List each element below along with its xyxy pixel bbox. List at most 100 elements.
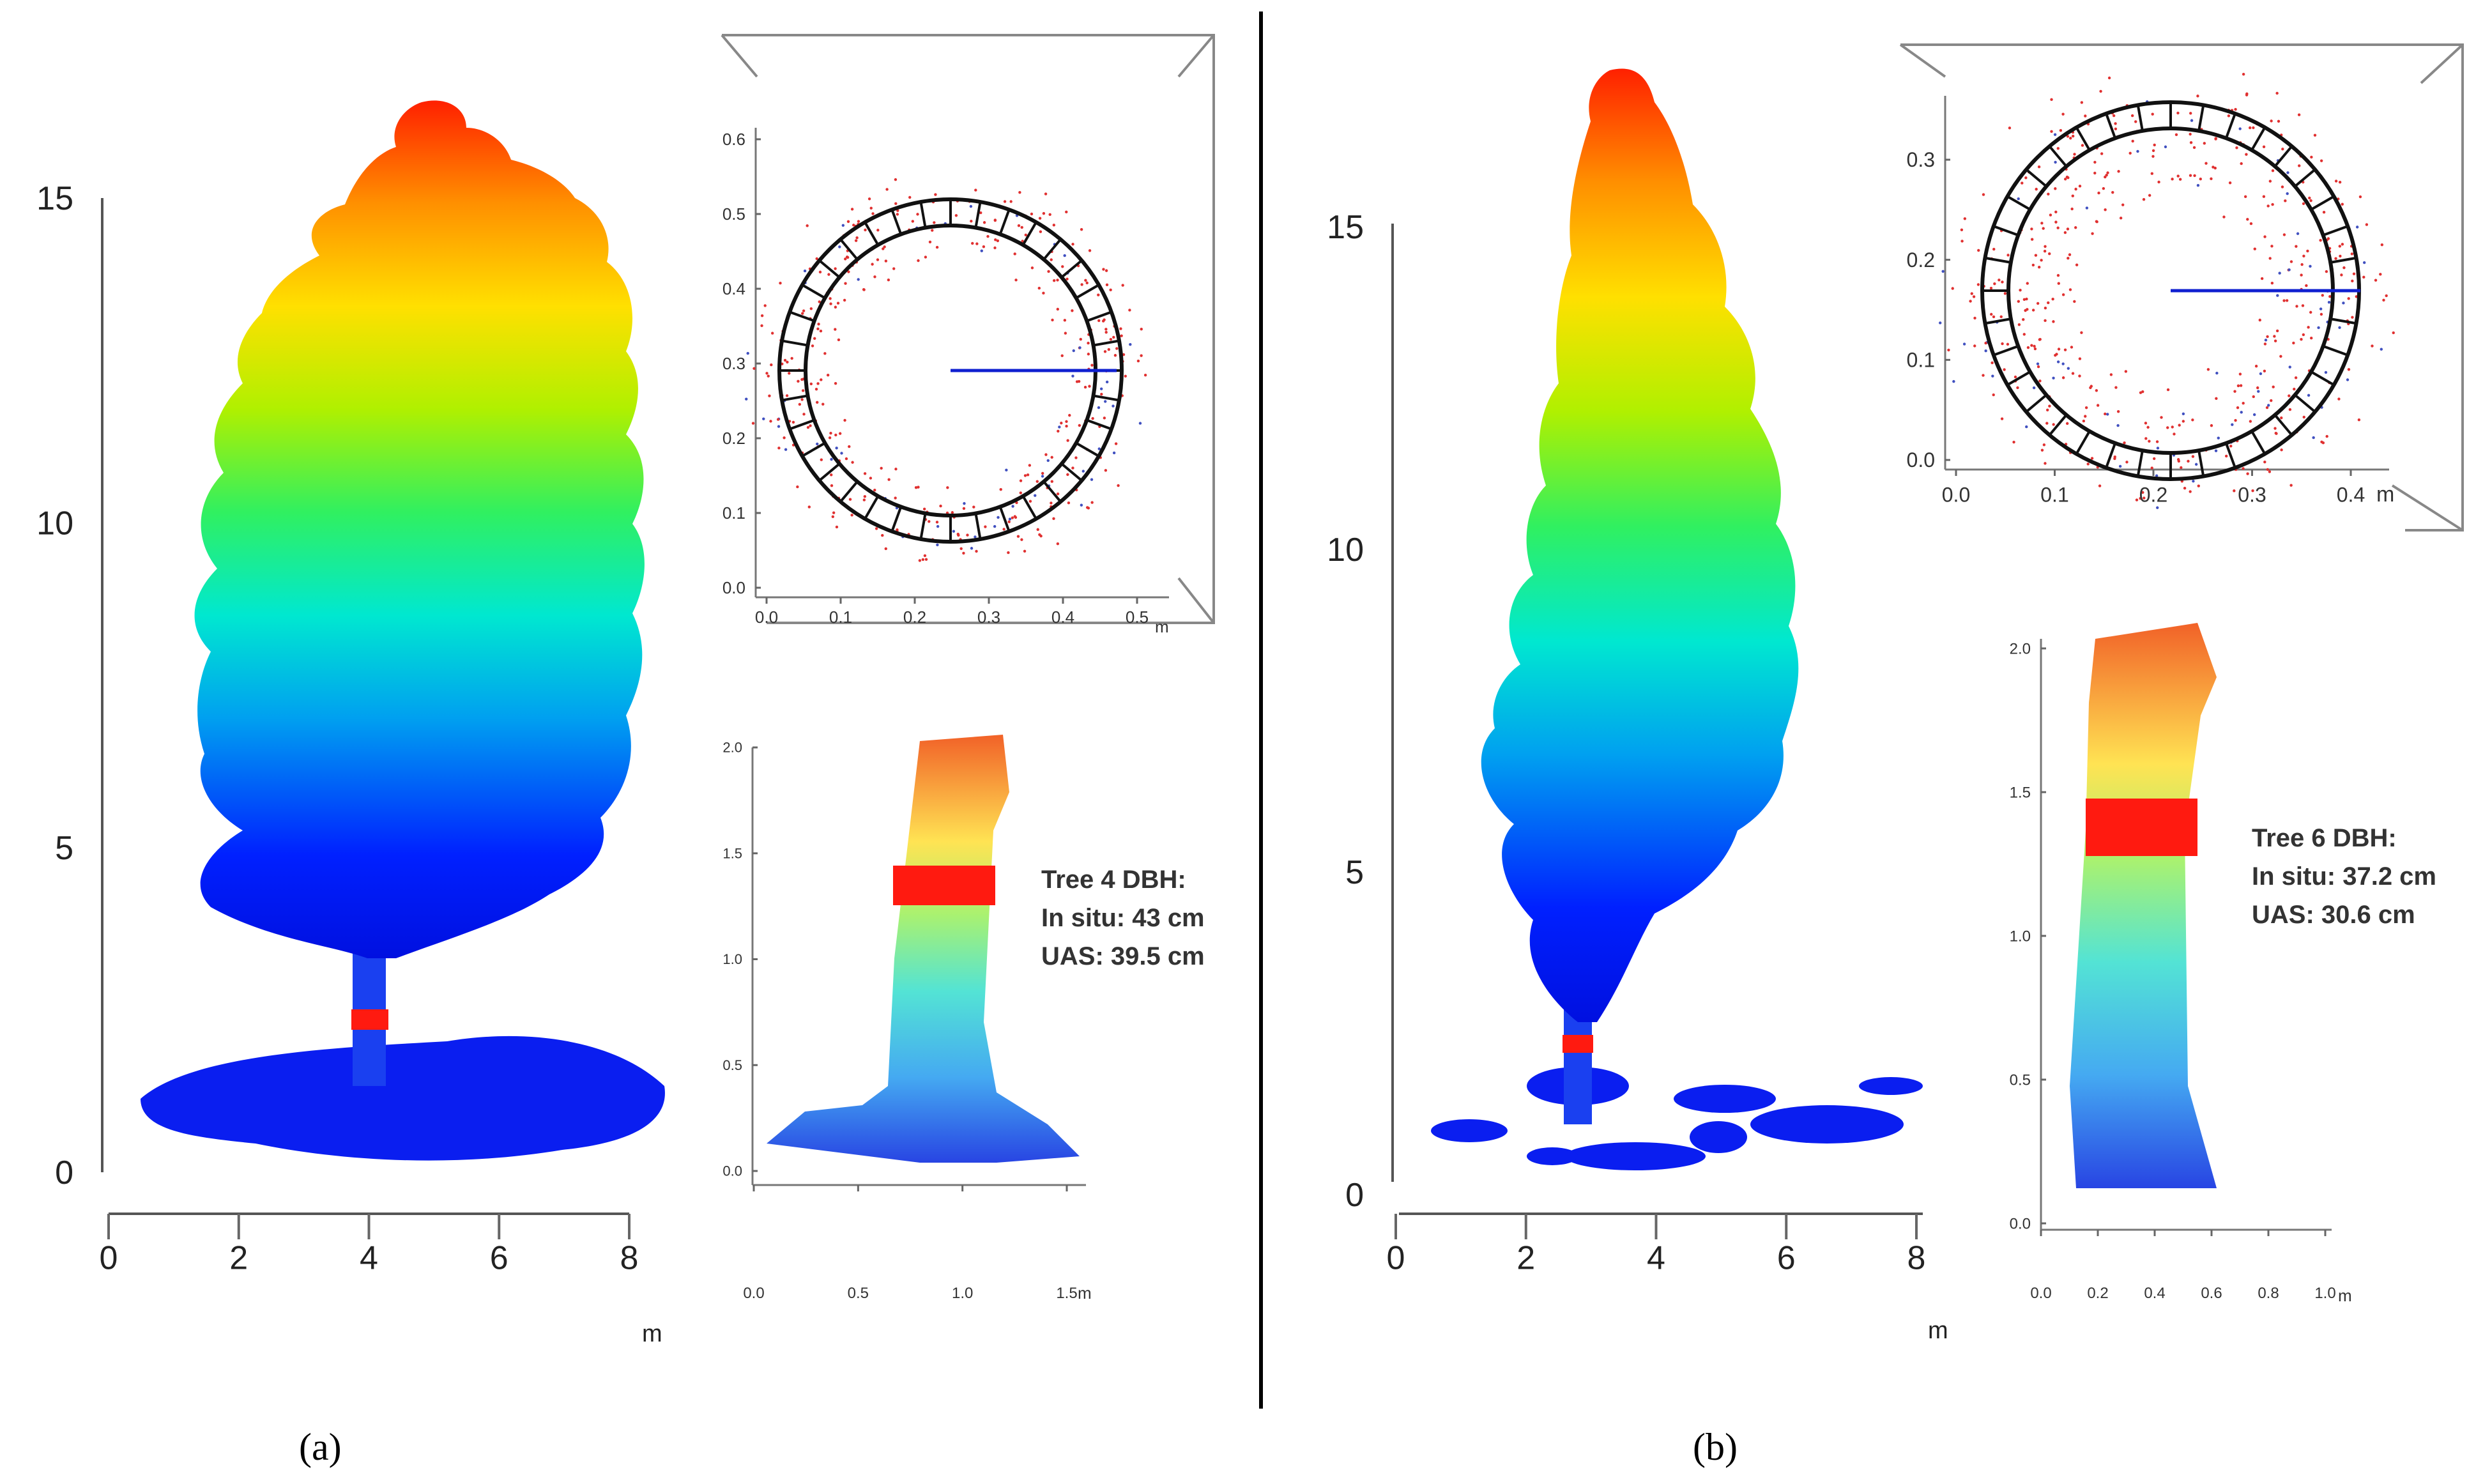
scan-point xyxy=(962,551,965,555)
scan-point xyxy=(846,220,850,224)
scan-point xyxy=(1140,327,1143,331)
scan-point xyxy=(2151,112,2154,116)
scan-point xyxy=(2228,181,2232,185)
scan-point xyxy=(2215,397,2218,400)
y-tick-label: 2.0 xyxy=(2010,640,2031,657)
scan-point xyxy=(966,533,969,537)
scan-point xyxy=(2038,338,2042,341)
scan-point xyxy=(2052,423,2055,426)
scan-point xyxy=(921,558,925,562)
scan-point xyxy=(916,213,919,216)
scan-point xyxy=(834,267,837,270)
scan-point xyxy=(2078,357,2082,360)
y-tick-label: 1.0 xyxy=(722,951,742,967)
scan-point xyxy=(2089,386,2092,390)
ring-segment xyxy=(2048,414,2068,436)
scan-point xyxy=(2142,197,2146,201)
scan-point xyxy=(2342,302,2345,305)
scan-point xyxy=(835,525,839,529)
scan-point xyxy=(1037,286,1041,290)
stem-section-b: 0.0 0.5 1.0 1.5 2.0 0.0 0.2 0.4 0.6 0.8 1.0 m xyxy=(2010,623,2352,1305)
annotation-b-in-situ: In situ: 37.2 cm xyxy=(2252,862,2436,891)
scan-point xyxy=(2313,134,2317,137)
scan-point xyxy=(848,445,851,448)
scan-point xyxy=(1999,315,2003,319)
scan-point xyxy=(2305,284,2308,287)
scan-point xyxy=(1140,354,1143,357)
scan-point xyxy=(811,344,814,348)
ring-segment xyxy=(2294,168,2316,188)
scan-point xyxy=(894,496,897,500)
ground-a xyxy=(141,1036,665,1161)
scan-point xyxy=(1998,279,2001,282)
scan-point xyxy=(2382,298,2385,302)
ring-segment xyxy=(864,221,880,246)
scan-point xyxy=(783,358,787,362)
scan-point xyxy=(918,559,922,562)
y-tick-label: 0.3 xyxy=(1907,148,1935,171)
scan-point xyxy=(2193,174,2196,178)
scan-point xyxy=(2379,273,2382,276)
scan-point xyxy=(832,511,836,514)
scan-point xyxy=(917,259,920,263)
scan-point xyxy=(2260,277,2264,280)
scan-point xyxy=(2044,245,2047,248)
scan-point xyxy=(2233,390,2236,393)
scan-point xyxy=(2392,331,2395,335)
scan-point xyxy=(2275,329,2279,333)
ring-segment xyxy=(890,209,903,235)
scan-point xyxy=(2093,160,2097,164)
scan-point xyxy=(2281,148,2284,151)
scan-point xyxy=(1128,309,1131,312)
y-tick-label: 0.5 xyxy=(722,1057,742,1073)
scan-point xyxy=(2309,264,2312,268)
scan-point xyxy=(2266,404,2270,407)
scan-point xyxy=(2038,379,2042,383)
scan-point xyxy=(2286,171,2289,174)
scan-point xyxy=(1011,516,1014,519)
tree-b-x-unit: m xyxy=(1928,1317,1948,1344)
scan-point xyxy=(993,246,997,250)
y-tick-label: 1.5 xyxy=(2010,784,2031,801)
scan-point xyxy=(852,224,855,227)
scan-point xyxy=(768,394,771,397)
scan-point xyxy=(806,224,809,227)
scan-point xyxy=(809,424,812,427)
scan-point xyxy=(1020,538,1023,541)
scan-point xyxy=(776,418,780,421)
scan-point xyxy=(2068,288,2072,291)
scan-point xyxy=(2189,141,2193,144)
scan-point xyxy=(834,433,837,437)
scan-point xyxy=(2346,378,2350,381)
scan-point xyxy=(2021,181,2024,185)
scan-point xyxy=(999,488,1002,491)
x-tick-label: 0.4 xyxy=(2337,483,2365,506)
scan-point xyxy=(850,514,853,517)
scan-point xyxy=(922,507,926,511)
scan-point xyxy=(2056,360,2060,363)
scan-point xyxy=(2114,386,2118,389)
scan-point xyxy=(2030,344,2033,347)
scan-point xyxy=(2114,127,2118,130)
scan-point xyxy=(970,547,974,550)
y-tick-label: 0 xyxy=(1345,1177,1364,1214)
scan-point xyxy=(2350,252,2354,256)
scan-point xyxy=(894,202,898,205)
scan-point xyxy=(834,382,837,385)
ring-segment xyxy=(2105,442,2117,468)
scan-point xyxy=(798,402,802,406)
scan-point xyxy=(1992,315,1996,319)
ring-segment xyxy=(2006,195,2031,211)
scan-point xyxy=(814,387,818,391)
scan-point xyxy=(1046,459,1050,463)
scan-point xyxy=(2033,344,2036,348)
scan-point xyxy=(2347,297,2350,300)
scan-point xyxy=(2144,422,2148,425)
scan-point xyxy=(2176,111,2180,115)
scan-point xyxy=(970,220,973,223)
scan-point xyxy=(1028,464,1032,467)
ring-segment xyxy=(974,513,982,540)
scan-point xyxy=(1091,417,1094,420)
scan-point xyxy=(2056,273,2060,277)
scan-point xyxy=(2310,155,2313,159)
